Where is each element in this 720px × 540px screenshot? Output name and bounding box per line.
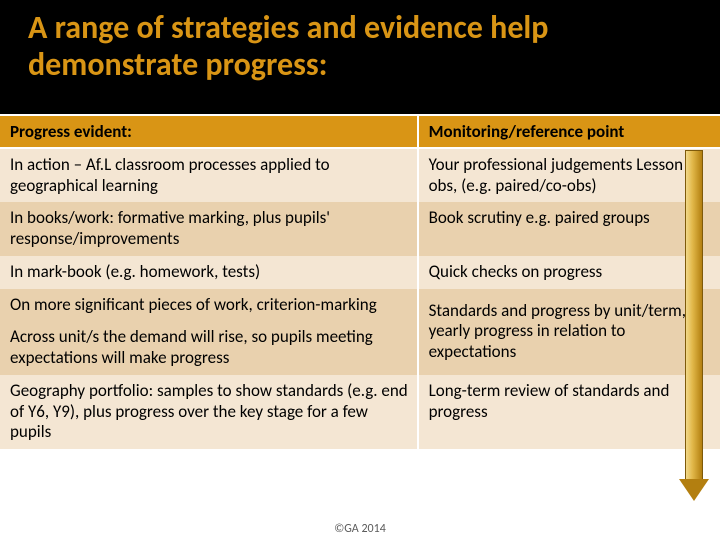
- cell-monitoring: Standards and progress by unit/term, yea…: [418, 289, 720, 375]
- down-arrow-icon: [680, 150, 708, 502]
- header-progress-evident: Progress evident:: [0, 115, 418, 148]
- table-row: In mark-book (e.g. homework, tests) Quic…: [0, 256, 720, 289]
- strategies-table: Progress evident: Monitoring/reference p…: [0, 114, 720, 449]
- table-row: In action – Af.L classroom processes app…: [0, 148, 720, 202]
- table-header-row: Progress evident: Monitoring/reference p…: [0, 115, 720, 148]
- cell-progress: In mark-book (e.g. homework, tests): [0, 256, 418, 289]
- copyright-footer: ©GA 2014: [0, 522, 720, 536]
- cell-monitoring: Quick checks on progress: [418, 256, 720, 289]
- cell-progress: On more significant pieces of work, crit…: [0, 289, 418, 322]
- table-row: On more significant pieces of work, crit…: [0, 289, 720, 322]
- cell-progress: Geography portfolio: samples to show sta…: [0, 375, 418, 449]
- cell-monitoring: Your professional judgements Lesson obs,…: [418, 148, 720, 202]
- header-monitoring: Monitoring/reference point: [418, 115, 720, 148]
- table-row: In books/work: formative marking, plus p…: [0, 202, 720, 255]
- cell-progress: In action – Af.L classroom processes app…: [0, 148, 418, 202]
- cell-monitoring: Long-term review of standards and progre…: [418, 375, 720, 449]
- cell-progress: Across unit/s the demand will rise, so p…: [0, 321, 418, 374]
- cell-progress: In books/work: formative marking, plus p…: [0, 202, 418, 255]
- title-bar: A range of strategies and evidence help …: [0, 0, 720, 114]
- cell-monitoring: Book scrutiny e.g. paired groups: [418, 202, 720, 255]
- table-row: Geography portfolio: samples to show sta…: [0, 375, 720, 449]
- slide-title: A range of strategies and evidence help …: [28, 10, 692, 84]
